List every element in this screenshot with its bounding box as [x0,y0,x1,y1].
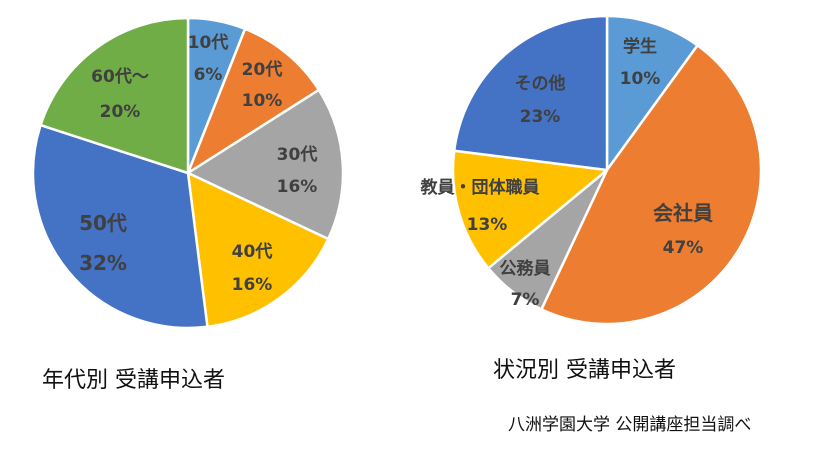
pie-slice [451,149,609,270]
pie-slice [31,123,209,330]
slice-label-30s-value: 16% [277,177,318,197]
pie-slice [186,88,345,241]
slice-label-student-value: 10% [620,69,661,89]
slice-label-teacher-value: 13% [467,215,508,235]
slice-label-50s-value: 32% [79,251,127,275]
pie-slice [186,27,321,175]
slice-label-20s-name: 20代 [242,59,283,80]
chart-title-age: 年代別 受講申込者 [42,368,225,393]
slice-label-employee-value: 47% [663,238,704,258]
chart-title-status: 状況別 受講申込者 [493,358,676,383]
pie-chart-status [451,14,763,326]
pie-chart-age [31,16,345,330]
slice-label-civil-servant-value: 7% [511,290,540,310]
slice-label-civil-servant-name: 公務員 [500,258,551,279]
slice-label-60s-value: 20% [100,102,141,122]
slice-label-40s-value: 16% [232,275,273,295]
slice-label-30s-name: 30代 [277,144,318,165]
pie-right-labels: 学生 10% 会社員 47% 公務員 7% 教員・団体職員 13% その他 23… [420,36,714,310]
source-note: 八洲学園大学 公開講座担当調べ [508,415,752,435]
slice-label-60s-name: 60代～ [91,66,149,87]
pie-left-labels: 10代 6% 20代 10% 30代 16% 40代 16% 50代 32% 6… [79,32,317,295]
pie-slice [186,171,330,329]
slice-label-40s-name: 40代 [232,241,273,262]
pie-slice [39,16,190,175]
pie-slice [605,14,699,172]
slice-label-other-name: その他 [515,73,566,94]
slice-label-50s-name: 50代 [79,211,127,235]
slice-label-student-name: 学生 [623,36,657,57]
slice-label-employee-name: 会社員 [653,201,713,225]
pie-slice [452,14,609,172]
slice-label-other-value: 23% [520,107,561,127]
pie-slice [540,44,763,326]
slice-label-20s-value: 10% [242,91,283,111]
slice-label-10s-value: 6% [194,65,223,85]
slice-label-10s-name: 10代 [188,32,229,53]
slice-label-teacher-name: 教員・団体職員 [420,177,540,198]
